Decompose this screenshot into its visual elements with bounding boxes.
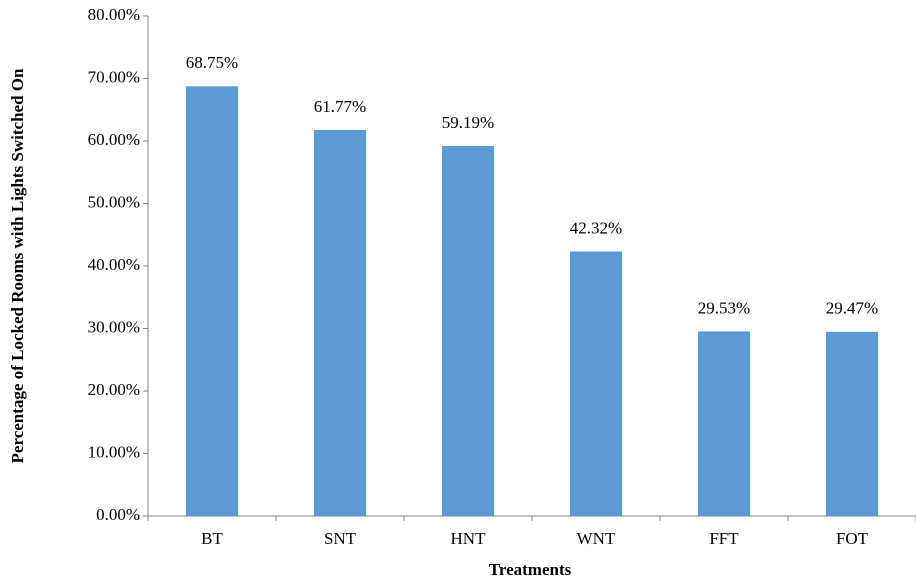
data-label: 59.19% [442, 113, 494, 132]
y-tick-label: 30.00% [88, 317, 140, 336]
x-tick-label: SNT [324, 529, 357, 548]
bar [186, 86, 238, 516]
y-tick-label: 40.00% [88, 255, 140, 274]
y-tick-label: 0.00% [96, 505, 140, 524]
bar [698, 331, 750, 516]
y-tick-label: 80.00% [88, 5, 140, 24]
data-label: 68.75% [186, 53, 238, 72]
y-tick-label: 70.00% [88, 67, 140, 86]
x-tick-label: FOT [836, 529, 869, 548]
y-tick-label: 50.00% [88, 192, 140, 211]
x-tick-label: FFT [709, 529, 739, 548]
x-tick-label: WNT [577, 529, 616, 548]
y-tick-label: 60.00% [88, 130, 140, 149]
y-tick-label: 10.00% [88, 442, 140, 461]
bar [442, 146, 494, 516]
x-tick-label: HNT [451, 529, 487, 548]
y-axis-title: Percentage of Locked Rooms with Lights S… [8, 68, 27, 463]
x-axis-title: Treatments [489, 560, 572, 579]
data-label: 42.32% [570, 218, 622, 237]
bar [570, 251, 622, 516]
x-tick-label: BT [201, 529, 223, 548]
y-tick-label: 20.00% [88, 380, 140, 399]
data-label: 29.47% [826, 299, 878, 318]
bar [314, 129, 366, 516]
bar [826, 331, 878, 516]
data-label: 29.53% [698, 298, 750, 317]
data-label: 61.77% [314, 97, 366, 116]
